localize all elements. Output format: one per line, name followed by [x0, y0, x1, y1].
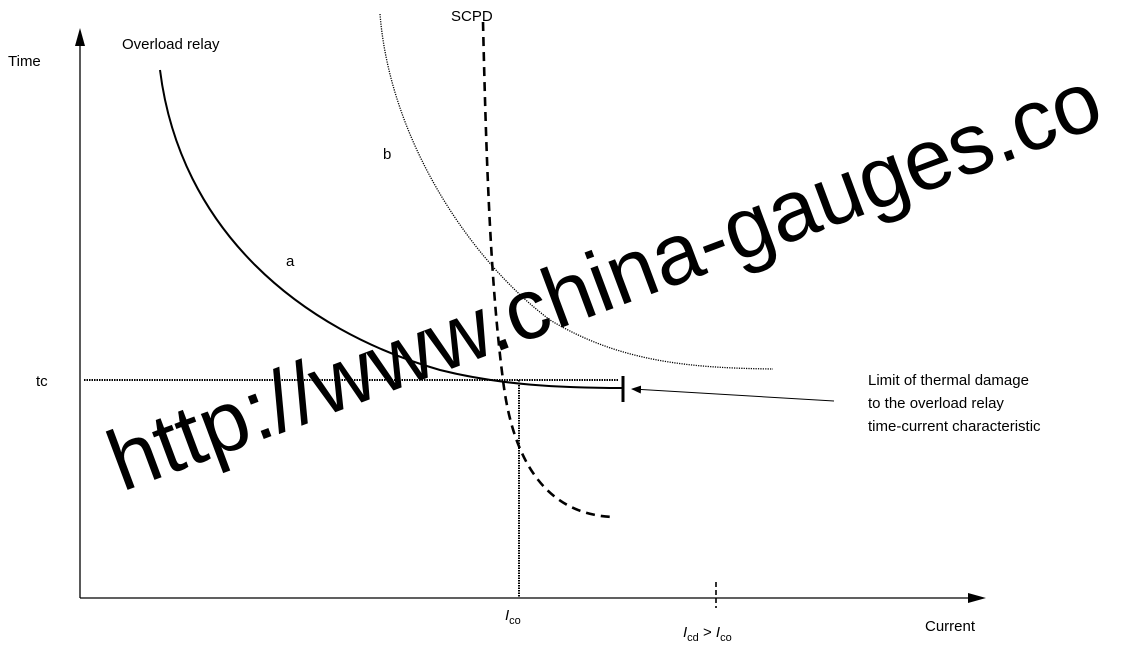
annotation-line-1: Limit of thermal damage	[868, 372, 1029, 389]
axes	[75, 28, 986, 603]
annotation-line-2: to the overload relay	[868, 395, 1004, 412]
curve-a-label: a	[286, 253, 295, 270]
watermark-text: http://www.china-gauges.co	[95, 52, 1114, 510]
scpd-label: SCPD	[451, 8, 493, 25]
y-axis-label: Time	[8, 53, 41, 70]
x-axis-label: Current	[925, 618, 976, 635]
ico-tick-label: Ico	[505, 607, 521, 627]
overload-relay-label: Overload relay	[122, 36, 220, 53]
curve-b	[379, 13, 774, 370]
tc-label: tc	[36, 373, 48, 390]
y-axis-arrowhead	[75, 28, 85, 46]
x-axis-arrowhead	[968, 593, 986, 603]
icd-tick-label: Icd > Ico	[683, 624, 732, 644]
annotation-line-3: time-current characteristic	[868, 418, 1041, 435]
scpd-curve	[481, 21, 614, 519]
curve-b-label: b	[383, 146, 391, 163]
annotation-arrow	[631, 385, 835, 402]
overload-relay-curve-a	[159, 69, 624, 389]
